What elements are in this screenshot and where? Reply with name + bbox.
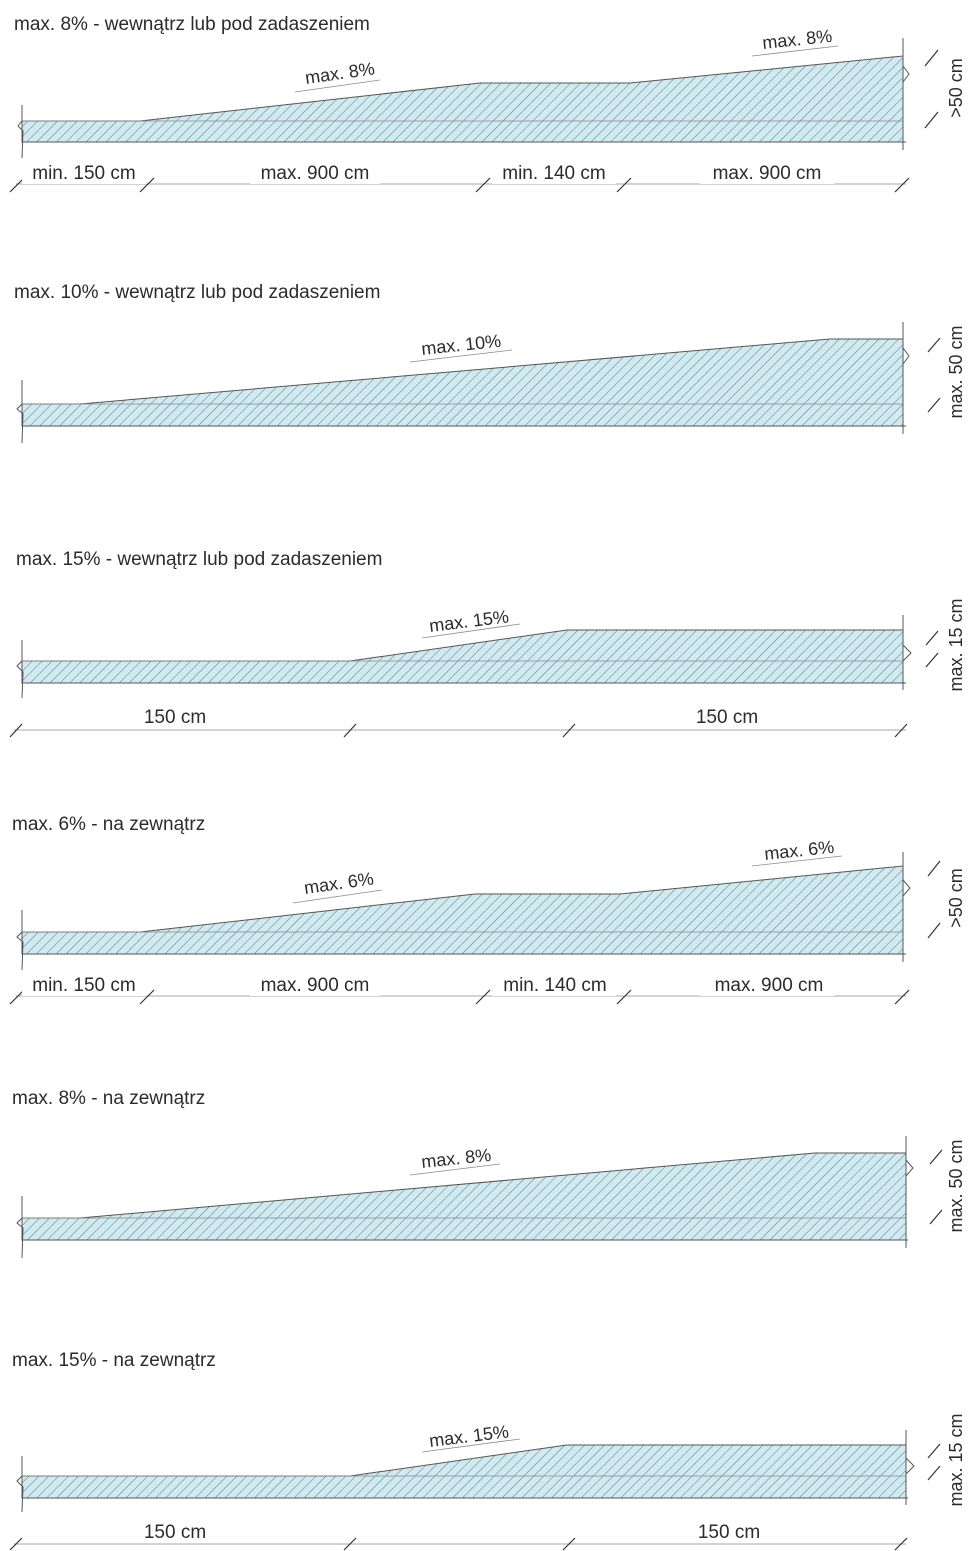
- dimension-tick: [562, 723, 576, 738]
- ramp-diagram-3: max. 15% - wewnątrz lub pod zadaszeniem …: [9, 549, 966, 738]
- dimension-tick: [562, 1537, 576, 1551]
- dimension-tick: [9, 723, 23, 738]
- height-label: max. 15 cm: [946, 598, 966, 691]
- slope-arrow: [421, 623, 521, 639]
- dimension-tick: [894, 1537, 908, 1551]
- height-tick: [929, 1209, 943, 1225]
- dimension-tick: [343, 1537, 357, 1551]
- height-tick: [927, 1443, 941, 1459]
- right-break-line: [905, 1430, 915, 1505]
- ramp-diagram-1: max. 8% - wewnątrz lub pod zadaszeniem m…: [9, 14, 966, 193]
- height-tick: [929, 1149, 943, 1165]
- dimension-label: max. 900 cm: [713, 163, 822, 184]
- dimension-label: max. 900 cm: [261, 975, 370, 996]
- slope-label: max. 6%: [763, 837, 835, 864]
- dimension-label: 150 cm: [144, 1522, 206, 1543]
- diagram-title: max. 15% - wewnątrz lub pod zadaszeniem: [16, 549, 382, 570]
- height-tick: [925, 630, 939, 646]
- dimension-tick: [9, 1537, 23, 1551]
- right-break-line: [902, 615, 912, 690]
- slope-arrow: [751, 855, 843, 867]
- dimension-label: max. 900 cm: [715, 975, 824, 996]
- diagram-title: max. 8% - wewnątrz lub pod zadaszeniem: [14, 14, 370, 35]
- dimension-tick: [894, 989, 910, 1005]
- left-break-line: [16, 1196, 24, 1259]
- diagram-title: max. 10% - wewnątrz lub pod zadaszeniem: [14, 282, 380, 303]
- left-break-line: [16, 1456, 24, 1513]
- height-tick: [927, 337, 941, 353]
- slope-label: max. 8%: [761, 26, 833, 53]
- left-break-line: [16, 910, 24, 971]
- dimension-label: min. 140 cm: [502, 163, 605, 184]
- height-tick: [925, 652, 939, 668]
- dimension-tick: [343, 723, 357, 738]
- height-label: max. 15 cm: [946, 1413, 966, 1506]
- dimension-label: 150 cm: [698, 1522, 760, 1543]
- slope-label: max. 15%: [428, 1421, 510, 1451]
- ramp-shape: [21, 865, 904, 955]
- ramp-diagram-2: max. 10% - wewnątrz lub pod zadaszeniem …: [14, 282, 966, 444]
- dimension-tick: [9, 177, 25, 193]
- dimension-tick: [9, 989, 25, 1005]
- dimension-tick: [475, 177, 491, 193]
- left-break-line: [16, 640, 24, 699]
- dimension-tick: [139, 989, 155, 1005]
- ramp-diagram-6: max. 15% - na zewnątrz max. 15% max. 15 …: [9, 1350, 966, 1551]
- dimension-label: 150 cm: [696, 707, 758, 728]
- dimension-label: 150 cm: [144, 707, 206, 728]
- slope-label: max. 10%: [420, 331, 502, 359]
- ramp-shape: [21, 1444, 907, 1499]
- right-break-line: [902, 852, 911, 962]
- dimension-tick: [894, 177, 910, 193]
- slope-label: max. 6%: [303, 868, 375, 898]
- diagram-title: max. 8% - na zewnątrz: [12, 1088, 205, 1109]
- dimension-label: min. 140 cm: [503, 975, 606, 996]
- right-break-line: [902, 322, 910, 434]
- height-label: >50 cm: [946, 868, 966, 928]
- right-break-line: [905, 1136, 914, 1248]
- left-break-line: [17, 105, 24, 159]
- dimension-label: min. 150 cm: [32, 163, 135, 184]
- slope-arrow: [294, 79, 381, 93]
- dimension-tick: [475, 989, 491, 1005]
- diagram-title: max. 6% - na zewnątrz: [12, 814, 205, 835]
- right-break-line: [902, 38, 910, 150]
- height-label: >50 cm: [946, 58, 966, 118]
- diagram-title: max. 15% - na zewnątrz: [12, 1350, 216, 1371]
- dimension-label: max. 900 cm: [261, 163, 370, 184]
- height-tick: [927, 922, 941, 939]
- height-label: max. 50 cm: [946, 1139, 966, 1232]
- height-tick: [924, 111, 939, 129]
- slope-label: max. 8%: [420, 1145, 492, 1172]
- slope-arrow: [292, 889, 383, 904]
- dimension-label: min. 150 cm: [32, 975, 135, 996]
- dimension-tick: [894, 723, 908, 738]
- height-label: max. 50 cm: [946, 325, 966, 418]
- dimension-tick: [616, 989, 632, 1005]
- left-break-line: [16, 380, 24, 444]
- slope-label: max. 8%: [304, 58, 376, 88]
- height-tick: [927, 397, 941, 413]
- ramp-shape: [21, 629, 904, 684]
- slope-arrow: [409, 349, 513, 363]
- slope-arrow: [409, 1163, 501, 1176]
- dimension-tick: [139, 177, 155, 193]
- slope-arrow: [751, 45, 839, 57]
- ramp-shape: [21, 55, 904, 143]
- height-tick: [927, 1465, 941, 1481]
- ramp-diagram-4: max. 6% - na zewnątrz max. 6% max. 6% >5…: [9, 814, 966, 1005]
- dimension-tick: [616, 177, 632, 193]
- height-tick: [924, 49, 939, 67]
- ramp-diagram-5: max. 8% - na zewnątrz max. 8% max. 50 cm: [12, 1088, 966, 1259]
- slope-arrow: [421, 1438, 521, 1453]
- height-tick: [927, 860, 941, 877]
